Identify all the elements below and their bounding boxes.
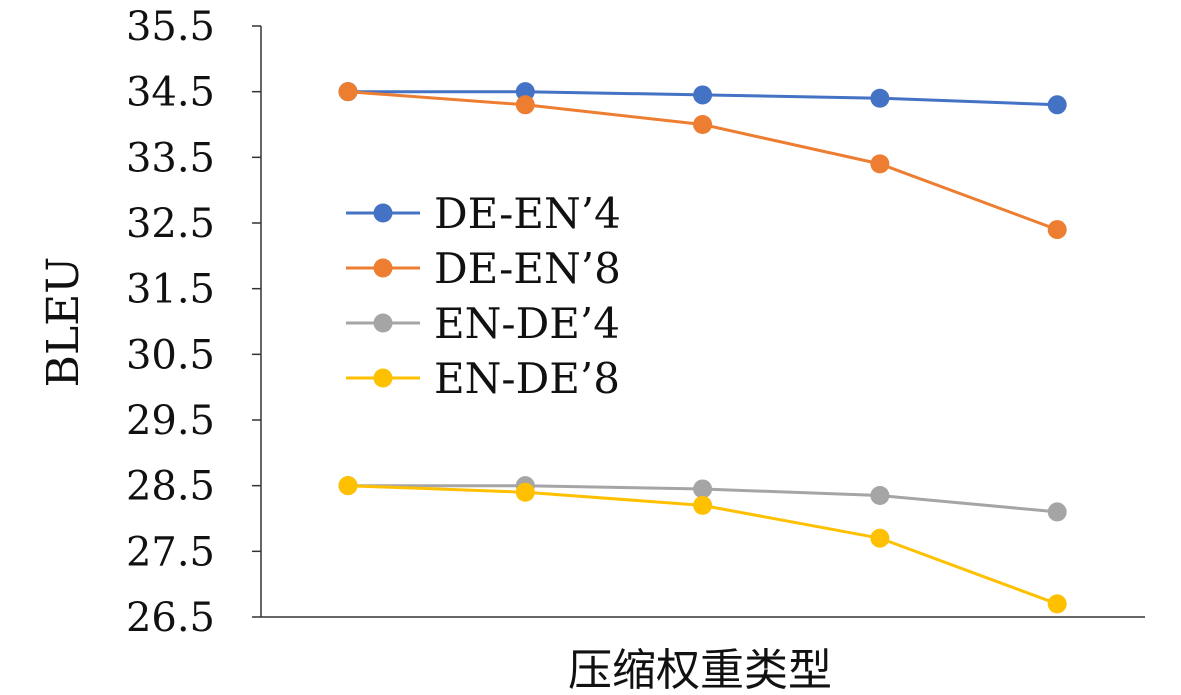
data-point xyxy=(338,476,358,496)
data-point xyxy=(1047,594,1067,614)
y-tick-label: 27.5 xyxy=(126,529,215,575)
data-point xyxy=(870,528,890,548)
data-point xyxy=(693,85,713,105)
data-point xyxy=(515,482,535,502)
legend-marker xyxy=(373,203,393,223)
legend: DE-EN’4 DE-EN’8 EN-DE’4 EN-DE’8 xyxy=(346,189,621,403)
data-point xyxy=(693,479,713,499)
y-tick-label: 26.5 xyxy=(126,595,215,641)
y-axis-ticks: 26.5 27.5 28.5 29.5 30.5 31.5 32.5 33.5 34.5 35.5 xyxy=(126,4,261,641)
data-point xyxy=(870,88,890,108)
x-axis-title: 压缩权重类型 xyxy=(568,645,832,695)
y-tick-label: 28.5 xyxy=(126,464,215,510)
legend-marker xyxy=(373,313,393,333)
series-2 xyxy=(338,82,1067,240)
legend-label: DE-EN’4 xyxy=(434,189,621,238)
y-tick-label: 34.5 xyxy=(126,70,215,116)
legend-label: EN-DE’8 xyxy=(434,354,620,403)
data-point xyxy=(870,154,890,174)
data-point xyxy=(1047,220,1067,240)
y-tick-label: 31.5 xyxy=(126,267,215,313)
legend-label: DE-EN’8 xyxy=(434,244,621,293)
y-axis-title: BLEU xyxy=(38,257,89,388)
legend-item: EN-DE’8 xyxy=(346,354,620,403)
data-point xyxy=(1047,502,1067,522)
data-point xyxy=(693,495,713,515)
legend-item: DE-EN’4 xyxy=(346,189,621,238)
y-tick-label: 30.5 xyxy=(126,332,215,378)
legend-item: EN-DE’4 xyxy=(346,299,620,348)
series-4 xyxy=(338,476,1067,614)
data-point xyxy=(338,82,358,102)
y-tick-label: 32.5 xyxy=(126,201,215,247)
legend-marker xyxy=(373,258,393,278)
y-tick-label: 33.5 xyxy=(126,135,215,181)
data-point xyxy=(1047,95,1067,115)
axes xyxy=(260,26,1145,618)
y-tick-label: 35.5 xyxy=(126,4,215,50)
legend-marker xyxy=(373,368,393,388)
legend-item: DE-EN’8 xyxy=(346,244,621,293)
data-point xyxy=(870,486,890,506)
data-point xyxy=(515,95,535,115)
legend-label: EN-DE’4 xyxy=(434,299,620,348)
y-tick-label: 29.5 xyxy=(126,398,215,444)
data-point xyxy=(515,82,535,102)
data-point xyxy=(693,115,713,134)
series-group xyxy=(338,82,1067,614)
